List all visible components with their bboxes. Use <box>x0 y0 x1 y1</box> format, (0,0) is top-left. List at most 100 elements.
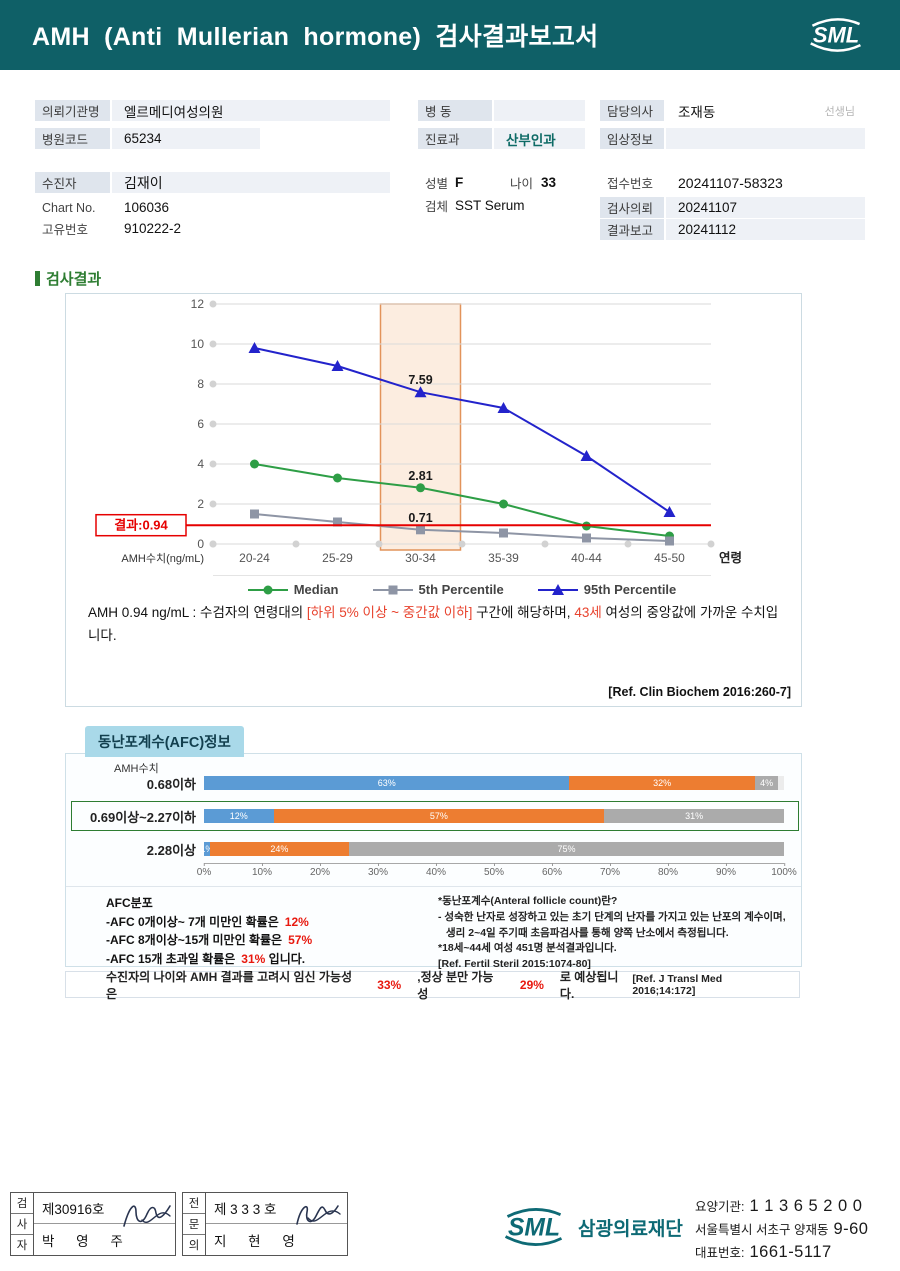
afc-axis-tick: 10% <box>251 863 273 878</box>
series-marker <box>416 483 425 493</box>
x-tick-label: 30-34 <box>405 551 436 565</box>
legend-glyph <box>551 583 564 595</box>
axis-dot <box>541 540 549 548</box>
clinical-label: 임상정보 <box>600 128 664 149</box>
result-interpretation: AMH 0.94 ng/mL : 수검자의 연령대의 [하위 5% 이상 ~ 중… <box>88 602 788 648</box>
sex-value: F <box>455 175 464 190</box>
afc-axis-tick: 30% <box>367 863 389 878</box>
pregnancy-estimate: 수진자의 나이와 AMH 결과를 고려시 임신 가능성은 33% ,정상 분만 … <box>65 970 800 1001</box>
doctor-value: 조재동 선생님 <box>666 100 865 121</box>
sex-label: 성별 <box>425 177 449 191</box>
segment-value: 32% <box>653 778 672 788</box>
afc-bar-segment: 1% <box>200 842 213 856</box>
series-marker <box>582 533 591 543</box>
amh-line-chart: 0 2 4 6 8 10 12 7.59 2.81 0.71 결과:0.94 20-24 25-29 30… <box>95 297 742 565</box>
afc-axis-tick: 80% <box>657 863 679 878</box>
uid-label: 고유번호 <box>42 223 89 237</box>
afc-bar-segment: 32% <box>569 776 755 790</box>
stamp-role-char: 의 <box>188 1240 200 1252</box>
result-label: 결과:0.94 <box>114 518 168 533</box>
series-marker <box>499 499 508 509</box>
stamp-role-char: 검 <box>11 1193 33 1214</box>
result-label-box <box>95 513 187 537</box>
ward-label: 병 동 <box>418 100 492 121</box>
legend-item: 95th Percentile <box>537 582 676 597</box>
afc-row-label: 0.69이상~2.27이하 <box>89 809 196 825</box>
x-tick-label: 20-24 <box>239 551 270 565</box>
afc-axis-caption: AMH수치 <box>114 763 159 775</box>
legend-glyph <box>263 585 273 594</box>
department-value: 산부인과 <box>494 128 585 149</box>
afc-note-line: 생리 2~4일 주기때 초음파검사를 통해 양쪽 난소에서 측정됩니다. <box>446 926 729 939</box>
legend-label: Median <box>293 582 339 597</box>
axis-dot <box>375 540 383 548</box>
segment-value: 75% <box>557 844 576 854</box>
legend-marker-icon <box>537 583 578 595</box>
footer-brand: SML 삼광의료재단 <box>498 1203 683 1251</box>
section-title-text: 검사결과 <box>46 271 102 288</box>
afc-axis-tick: 50% <box>483 863 505 878</box>
segment-value: 4% <box>760 778 774 788</box>
note-text: 구간에 해당하며, <box>472 605 575 620</box>
stamp-role-char: 문 <box>183 1214 205 1235</box>
x-tick-label: 35-39 <box>488 551 519 565</box>
segment-value: 12% <box>229 811 248 821</box>
request-date-label: 검사의뢰 <box>600 197 664 218</box>
y-tick-label: 8 <box>197 377 204 391</box>
afc-axis-tick: 60% <box>541 863 563 878</box>
legend-item: 5th Percentile <box>372 582 504 597</box>
series-line <box>254 513 670 542</box>
axis-dot <box>624 540 632 548</box>
series-marker <box>497 402 510 413</box>
point-label: 2.81 <box>408 469 432 483</box>
pregnancy-text: ,정상 분만 가능성 <box>417 969 494 1001</box>
age-highlight-band <box>379 303 462 551</box>
afc-section-tab: 동난포계수(AFC)정보 <box>85 726 244 757</box>
afc-note-line: *18세~44세 여성 451명 분석결과입니다. <box>438 942 617 955</box>
axis-dot <box>707 540 715 548</box>
afc-dist-line: -AFC 15개 초과일 확률은 31% 입니다. <box>106 951 306 966</box>
age-label: 나이 <box>510 177 534 191</box>
ward-value <box>494 100 585 121</box>
legend-label: 5th Percentile <box>418 582 504 597</box>
y-tick-label: 4 <box>197 457 204 471</box>
legend-item: Median <box>247 582 339 597</box>
receipt-no-label: 접수번호 <box>607 177 654 191</box>
patient-info: 의뢰기관명 엘르메디여성의원 병 동 담당의사 조재동 선생님 병원코드 652… <box>35 100 865 245</box>
patient-label: 수진자 <box>35 172 110 193</box>
afc-bar: 1% 24% 75% <box>200 842 784 856</box>
afc-axis-tick: 70% <box>599 863 621 878</box>
care-org-number: 요양기관: 1 1 3 6 5 2 0 0 <box>695 1197 863 1215</box>
x-tick-label: 45-50 <box>654 551 685 565</box>
axis-dot <box>209 300 217 308</box>
specialist-cert-no: 제 3 3 3 호 <box>206 1193 347 1224</box>
afc-bar-segment: 12% <box>204 809 274 823</box>
stamp-role-char: 자 <box>16 1240 28 1252</box>
organization-name: 삼광의료재단 <box>578 1218 683 1240</box>
report-header: AMH (Anti Mullerian hormone) 검사결과보고서 SML <box>0 0 900 70</box>
note-text: 여성의 중앙값에 가까운 수치입니다. <box>88 605 779 643</box>
sml-logo-text: SML <box>813 23 859 48</box>
request-date-value: 20241107 <box>666 197 865 218</box>
segment-value: 63% <box>377 778 396 788</box>
report-date-label: 결과보고 <box>600 219 664 240</box>
afc-stacked-bars: 0.68이하 63% 32% 4% 0.69이상~2.27이하 12% 57% 31% 2.28… <box>71 776 799 875</box>
sml-footer-logo-text: SML <box>508 1215 560 1242</box>
specimen-value: SST Serum <box>455 198 525 213</box>
series-marker <box>333 517 342 527</box>
axis-dot <box>209 460 217 468</box>
amh-chart-panel: 0 2 4 6 8 10 12 7.59 2.81 0.71 결과:0.94 20-24 25-29 30… <box>65 293 802 707</box>
doctor-label: 담당의사 <box>600 100 664 121</box>
report-title: AMH (Anti Mullerian hormone) 검사결과보고서 <box>32 23 599 51</box>
note-age: 43세 <box>574 605 602 620</box>
note-range: [하위 5% 이상 ~ 중간값 이하] <box>306 605 473 620</box>
y-tick-label: 12 <box>191 297 205 311</box>
series-line <box>254 347 671 513</box>
examiner-signature <box>123 1205 171 1227</box>
pregnancy-text: 수진자의 나이와 AMH 결과를 고려시 임신 가능성은 <box>106 969 353 1001</box>
afc-bar-row: 0.69이상~2.27이하 12% 57% 31% <box>71 801 799 831</box>
series-marker <box>416 525 425 535</box>
